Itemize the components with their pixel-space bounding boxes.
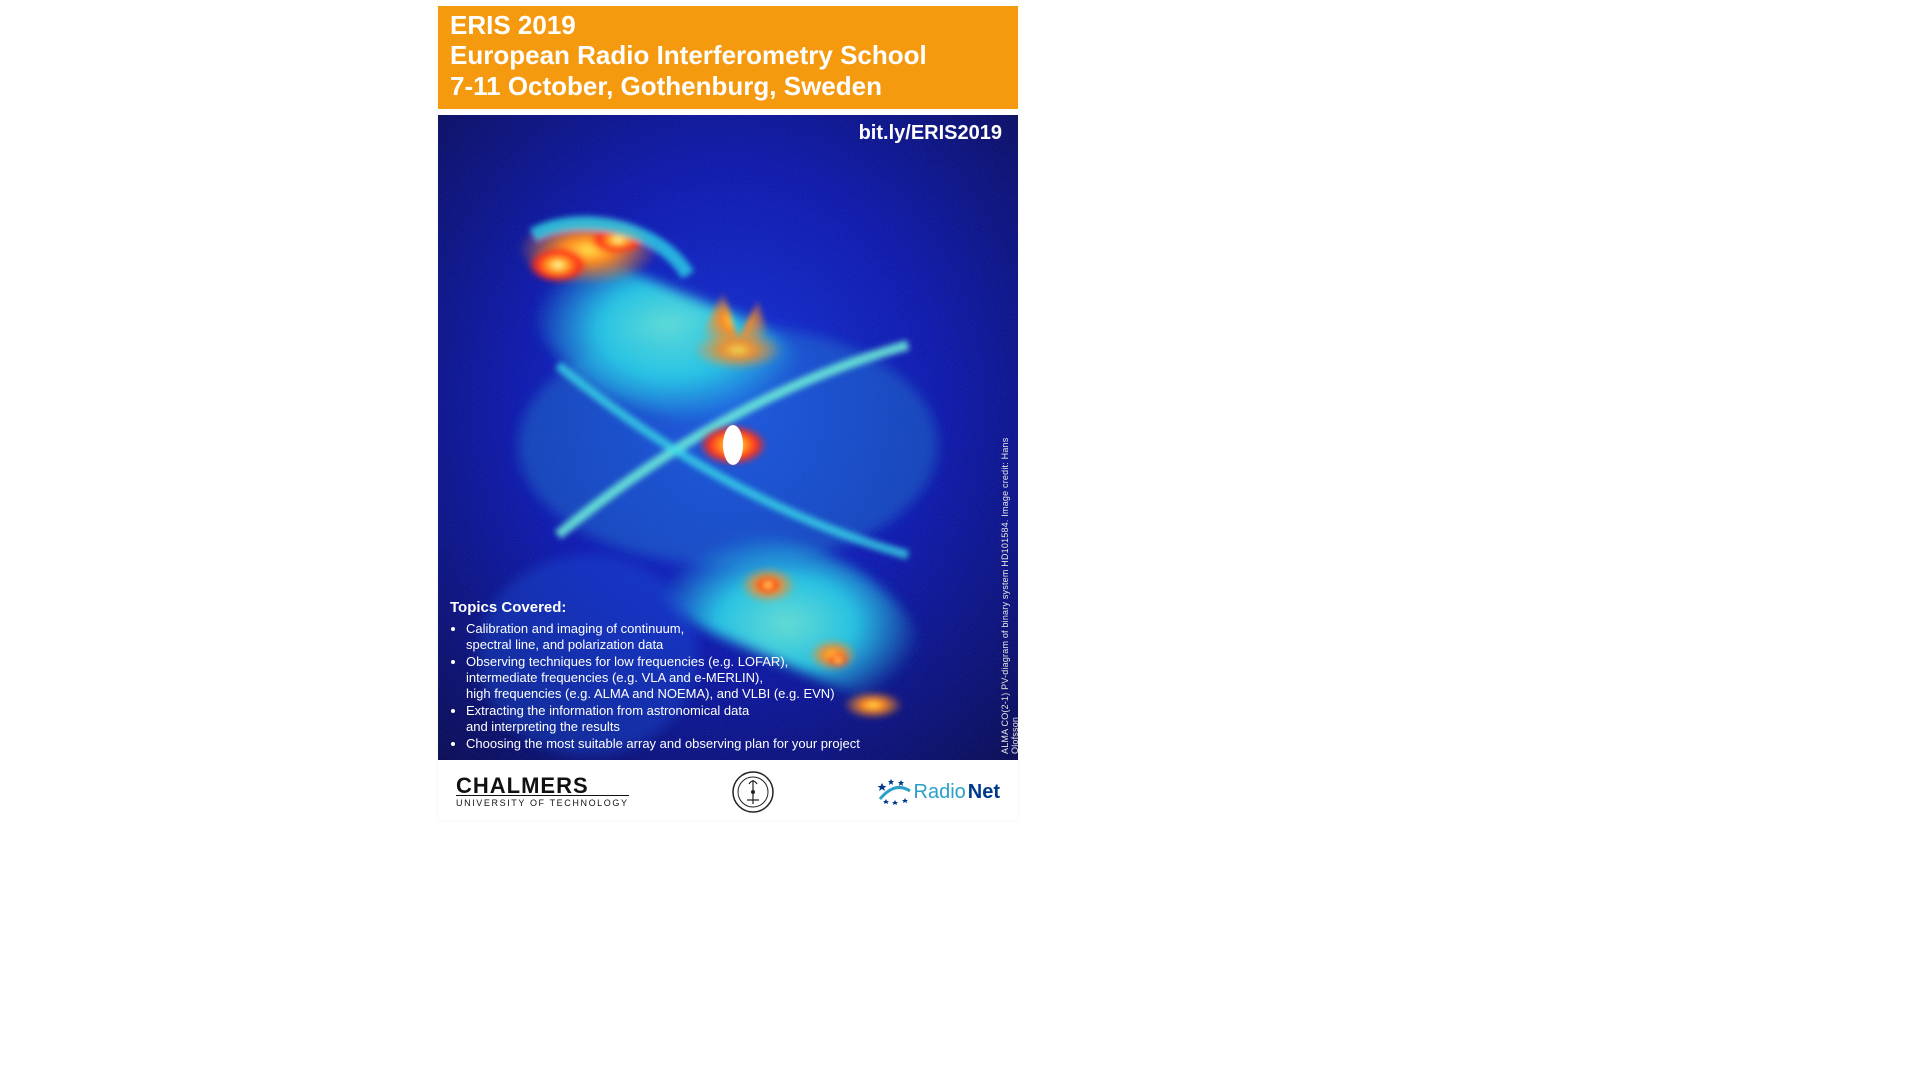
poster-subtitle-2: 7-11 October, Gothenburg, Sweden [450,72,1006,101]
topic-item: Choosing the most suitable array and obs… [466,736,990,752]
topic-item: Calibration and imaging of continuum,spe… [466,621,990,652]
poster-footer: CHALMERS UNIVERSITY OF TECHNOLOGY [438,764,1018,820]
radionet-logo: RadioNet [878,777,1001,807]
poster-title: ERIS 2019 [450,12,1006,39]
conference-poster: ERIS 2019 European Radio Interferometry … [438,0,1018,820]
topics-heading: Topics Covered: [450,599,990,617]
chalmers-wordmark: CHALMERS [456,776,629,796]
topics-block: Topics Covered: Calibration and imaging … [450,599,990,754]
chalmers-logo: CHALMERS UNIVERSITY OF TECHNOLOGY [456,776,629,809]
radionet-accent: Net [968,781,1000,804]
seal-logo [731,770,775,814]
radionet-swoosh-icon [878,777,912,807]
topic-item: Extracting the information from astronom… [466,703,990,734]
radionet-text: Radio [914,781,966,804]
poster-subtitle-1: European Radio Interferometry School [450,41,1006,70]
image-credit: ALMA CO(2-1) PV-diagram of binary system… [1000,434,1012,754]
poster-header: ERIS 2019 European Radio Interferometry … [438,6,1018,109]
topics-list: Calibration and imaging of continuum,spe… [450,621,990,752]
topic-item: Observing techniques for low frequencies… [466,654,990,701]
short-link[interactable]: bit.ly/ERIS2019 [859,122,1002,145]
